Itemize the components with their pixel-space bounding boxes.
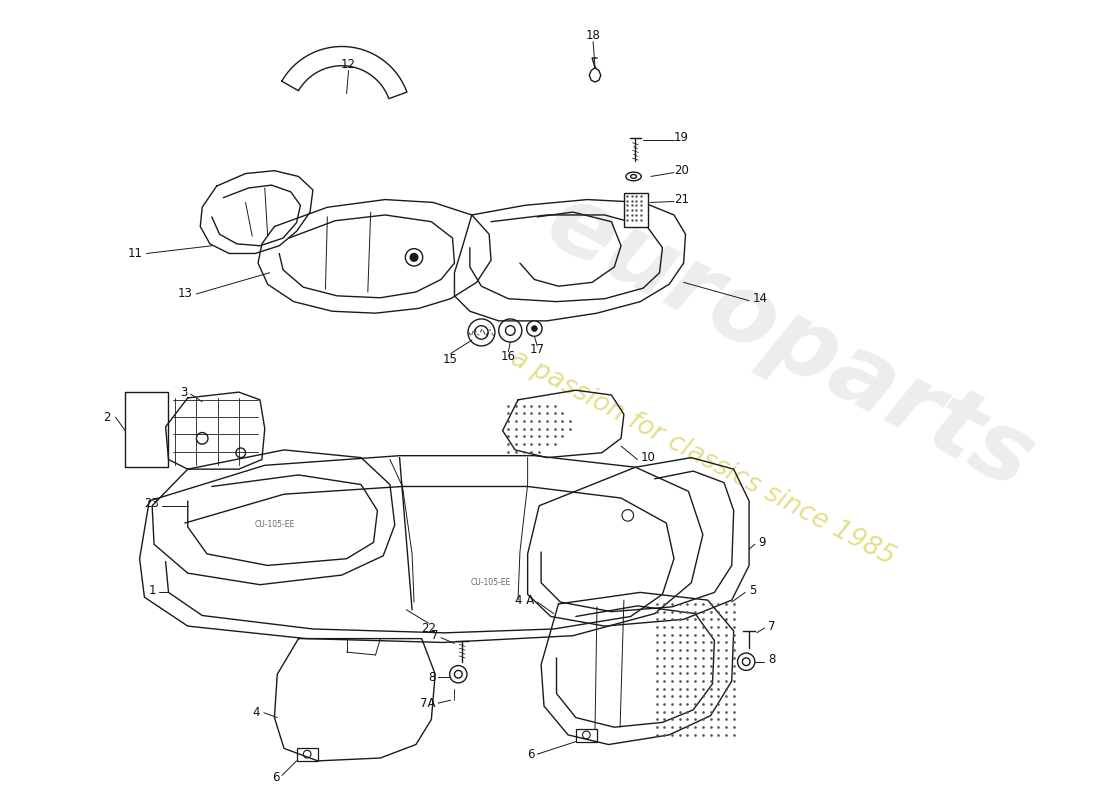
Text: a passion for classics since 1985: a passion for classics since 1985 — [506, 345, 900, 570]
Text: 14: 14 — [752, 292, 768, 306]
Circle shape — [531, 326, 537, 331]
Text: europarts: europarts — [530, 174, 1048, 510]
Text: 12: 12 — [341, 58, 356, 71]
Text: 5: 5 — [749, 584, 757, 597]
Text: 6: 6 — [527, 748, 535, 761]
Text: 10: 10 — [640, 451, 656, 464]
Text: 7: 7 — [430, 630, 438, 642]
Text: 9: 9 — [759, 536, 767, 549]
Text: 15: 15 — [443, 353, 458, 366]
Text: 23: 23 — [144, 498, 158, 510]
Text: 16: 16 — [500, 350, 516, 363]
Text: 21: 21 — [674, 193, 689, 206]
Text: CU-105-EE: CU-105-EE — [471, 578, 512, 587]
Text: 3: 3 — [180, 386, 188, 398]
Text: 8: 8 — [428, 670, 436, 684]
Text: 11: 11 — [128, 247, 143, 260]
Text: 17: 17 — [530, 343, 544, 356]
Text: 20: 20 — [674, 164, 689, 177]
Bar — [624, 193, 648, 226]
Text: 13: 13 — [178, 287, 192, 301]
Text: 7: 7 — [768, 619, 776, 633]
Bar — [575, 729, 597, 742]
Text: 19: 19 — [674, 131, 689, 145]
Text: 1: 1 — [148, 584, 156, 597]
Text: 8: 8 — [768, 654, 776, 666]
Circle shape — [410, 254, 418, 261]
Text: 7A: 7A — [420, 697, 436, 710]
Text: 6: 6 — [272, 770, 279, 784]
Text: CU-105-EE: CU-105-EE — [254, 521, 295, 530]
Text: 2: 2 — [103, 410, 111, 424]
Text: 18: 18 — [585, 30, 601, 42]
Circle shape — [527, 321, 542, 336]
Text: 22: 22 — [421, 622, 436, 635]
Text: 4 A: 4 A — [515, 594, 535, 606]
Bar — [297, 748, 318, 761]
Text: 4: 4 — [253, 706, 260, 719]
